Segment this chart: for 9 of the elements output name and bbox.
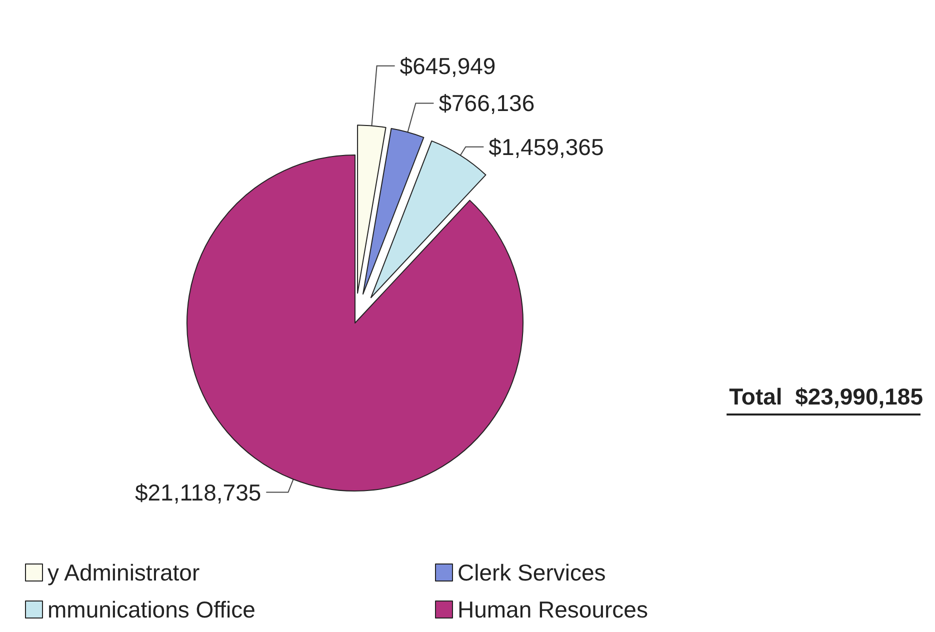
legend-label: mmunications Office: [48, 596, 256, 622]
data-label: $1,459,365: [488, 134, 604, 160]
data-label: $21,118,735: [134, 479, 262, 506]
legend-label: y Administrator: [48, 560, 200, 586]
data-label: $645,949: [400, 52, 496, 79]
data-label: $766,136: [438, 90, 535, 116]
legend-label: Clerk Services: [458, 560, 606, 586]
text: Total $23,990,185: [729, 384, 924, 410]
legend-label: Human Resources: [458, 596, 648, 622]
